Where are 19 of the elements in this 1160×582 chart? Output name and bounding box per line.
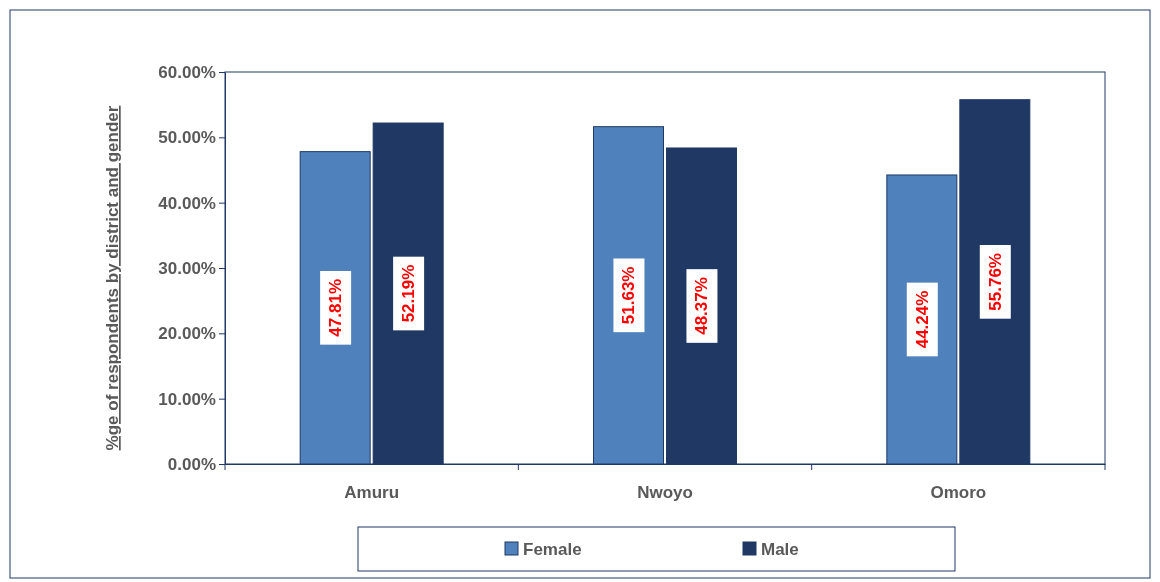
data-label: 55.76% — [985, 253, 1005, 311]
y-tick-label: 40.00% — [158, 193, 216, 213]
y-tick-label: 0.00% — [167, 454, 216, 474]
y-tick-label: 50.00% — [158, 128, 216, 148]
y-tick-label: 30.00% — [158, 258, 216, 278]
legend-label: Female — [523, 540, 582, 559]
data-label: 51.63% — [619, 266, 639, 325]
x-tick-label: Omoro — [930, 483, 987, 503]
x-tick-label: Nwoyo — [637, 483, 693, 503]
y-tick-label: 60.00% — [158, 62, 216, 82]
x-tick-label: Amuru — [344, 483, 400, 503]
legend-label: Male — [761, 540, 799, 559]
data-label: 44.24% — [912, 290, 932, 349]
y-axis-title: %ge of respondents by district and gender — [103, 105, 122, 451]
data-label: 52.19% — [399, 264, 419, 323]
data-label: 48.37% — [692, 277, 712, 335]
data-label: 47.81% — [326, 278, 346, 337]
y-tick-label: 10.00% — [158, 389, 216, 409]
y-tick-label: 20.00% — [158, 324, 216, 344]
